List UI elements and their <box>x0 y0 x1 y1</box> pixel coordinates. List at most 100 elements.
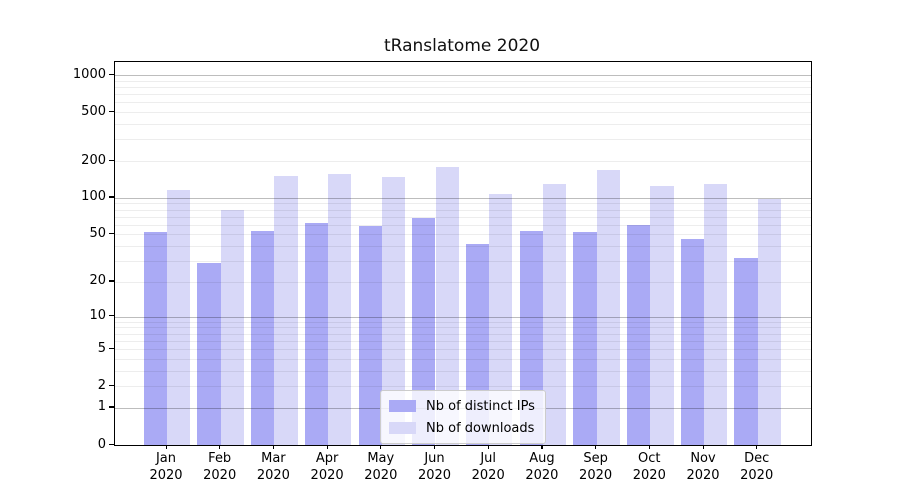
x-tick-mark-apr <box>326 445 328 449</box>
x-tick-label-dec: Dec 2020 <box>740 451 774 483</box>
x-tick-mark-may <box>380 445 382 449</box>
gridline-700 <box>115 94 811 96</box>
y-tick-label-1: 1 <box>97 399 106 415</box>
x-tick-mark-jul <box>487 445 489 449</box>
x-tick-mark-dec <box>756 445 758 449</box>
y-tick-label-1000: 1000 <box>72 66 106 82</box>
x-tick-mark-oct <box>648 445 650 449</box>
x-tick-label-mar: Mar 2020 <box>256 451 290 483</box>
legend-swatch-downloads-icon <box>389 422 416 434</box>
y-tick-mark-1 <box>109 406 114 408</box>
y-tick-label-500: 500 <box>81 103 106 119</box>
x-tick-label-sep: Sep 2020 <box>579 451 613 483</box>
x-tick-mark-sep <box>595 445 597 449</box>
bar-jul-downloads <box>489 194 513 445</box>
gridline-800 <box>115 86 811 88</box>
x-tick-label-apr: Apr 2020 <box>310 451 344 483</box>
y-tick-mark-50 <box>109 232 114 235</box>
gridline-5 <box>115 349 811 351</box>
y-tick-mark-5 <box>109 347 114 349</box>
legend-entry-downloads: Nb of downloads <box>389 419 535 437</box>
bar-sep-ips <box>573 232 597 445</box>
gridline-1000 <box>115 75 811 77</box>
bar-sep-downloads <box>596 169 620 445</box>
bar-mar-downloads <box>274 176 298 445</box>
gridline-600 <box>115 102 811 104</box>
y-tick-mark-100 <box>109 196 114 198</box>
y-tick-mark-2 <box>109 384 114 386</box>
x-tick-mark-mar <box>272 445 275 449</box>
gridline-6 <box>115 340 811 342</box>
bar-may-ips <box>358 225 382 445</box>
bar-may-downloads <box>381 177 406 445</box>
bar-jan-downloads <box>167 190 191 445</box>
gridline-500 <box>115 112 811 114</box>
gridline-40 <box>115 246 811 248</box>
plot-area <box>114 61 812 446</box>
gridline-400 <box>115 124 811 126</box>
gridline-9 <box>115 321 811 323</box>
x-tick-label-nov: Nov 2020 <box>686 451 720 483</box>
gridline-30 <box>115 261 811 263</box>
x-tick-label-may: May 2020 <box>364 451 398 483</box>
gridline-50 <box>115 234 811 236</box>
bar-apr-ips <box>304 223 329 445</box>
gridline-8 <box>115 327 811 329</box>
y-tick-label-50: 50 <box>89 225 106 241</box>
gridline-80 <box>115 209 811 211</box>
y-tick-label-2: 2 <box>97 377 106 393</box>
x-tick-label-aug: Aug 2020 <box>525 451 559 483</box>
bar-oct-ips <box>627 224 651 445</box>
x-tick-label-jan: Jan 2020 <box>149 451 183 483</box>
gridline-300 <box>115 139 811 141</box>
y-tick-mark-10 <box>109 315 114 317</box>
gridline-900 <box>115 80 811 82</box>
x-tick-label-jun: Jun 2020 <box>417 451 452 483</box>
bar-oct-downloads <box>650 186 674 445</box>
legend-label-downloads: Nb of downloads <box>426 420 535 436</box>
y-tick-label-10: 10 <box>89 308 106 324</box>
x-tick-label-jul: Jul 2020 <box>471 451 505 483</box>
y-tick-mark-500 <box>109 110 114 112</box>
bar-dec-ips <box>734 257 758 445</box>
gridline-100 <box>115 197 811 199</box>
x-tick-label-oct: Oct 2020 <box>632 451 666 483</box>
bar-nov-ips <box>680 238 704 445</box>
x-tick-mark-feb <box>219 445 221 449</box>
y-tick-mark-20 <box>109 280 114 282</box>
gridline-2 <box>115 386 811 388</box>
legend-entry-distinct-ips: Nb of distinct IPs <box>389 397 535 415</box>
bar-apr-downloads <box>328 174 352 445</box>
y-tick-label-100: 100 <box>81 189 106 205</box>
x-tick-label-feb: Feb 2020 <box>203 451 237 483</box>
gridline-70 <box>115 216 811 218</box>
gridline-10 <box>115 316 811 318</box>
gridline-60 <box>115 224 811 226</box>
y-tick-label-0: 0 <box>97 436 106 452</box>
gridline-4 <box>115 358 811 360</box>
y-tick-label-5: 5 <box>97 340 106 356</box>
legend: Nb of distinct IPs Nb of downloads <box>380 390 546 444</box>
legend-label-distinct-ips: Nb of distinct IPs <box>426 398 535 414</box>
bar-jan-ips <box>143 232 167 445</box>
bar-mar-ips <box>251 231 275 445</box>
bar-jun-downloads <box>435 166 459 445</box>
x-tick-mark-jan <box>165 445 167 449</box>
x-tick-mark-aug <box>541 445 543 449</box>
y-tick-label-20: 20 <box>89 273 106 289</box>
y-tick-mark-200 <box>109 159 114 161</box>
y-tick-label-200: 200 <box>81 152 106 168</box>
bar-aug-downloads <box>542 183 567 445</box>
legend-swatch-distinct-ips-icon <box>389 400 416 412</box>
y-tick-mark-1000 <box>109 73 114 75</box>
y-tick-mark-0 <box>109 443 114 445</box>
bar-feb-ips <box>197 262 221 445</box>
x-tick-mark-nov <box>702 445 704 449</box>
gridline-7 <box>115 333 811 335</box>
bar-jun-ips <box>412 218 436 445</box>
chart-title: tRanslatome 2020 <box>383 36 541 56</box>
bar-nov-downloads <box>704 183 728 445</box>
gridline-3 <box>115 370 811 372</box>
bar-dec-downloads <box>757 199 781 445</box>
